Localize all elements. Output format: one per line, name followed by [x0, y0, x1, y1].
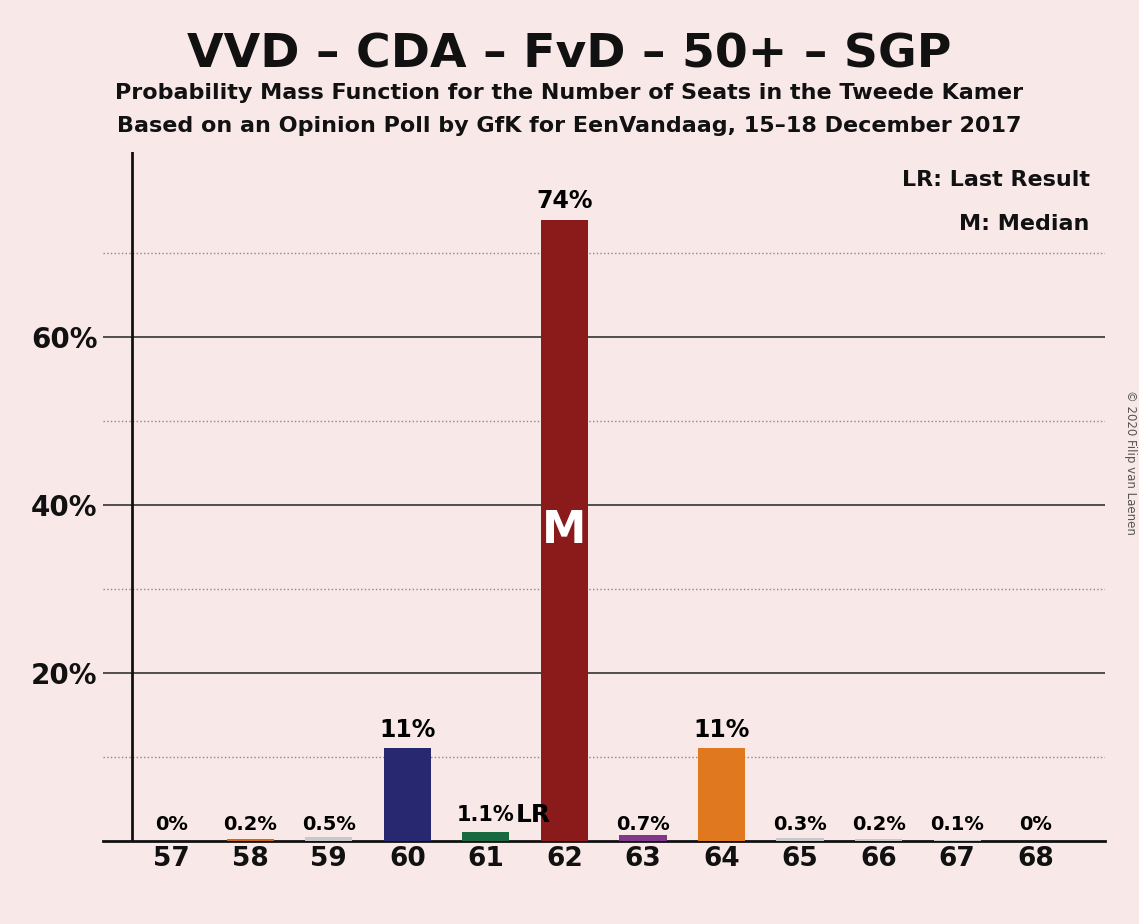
Text: 0%: 0%	[155, 815, 188, 834]
Text: 1.1%: 1.1%	[457, 805, 515, 825]
Text: 0%: 0%	[1019, 815, 1052, 834]
Bar	[855, 839, 902, 841]
Bar	[227, 839, 273, 841]
Text: 0.1%: 0.1%	[931, 815, 984, 834]
Text: 0.5%: 0.5%	[302, 815, 355, 834]
Text: Probability Mass Function for the Number of Seats in the Tweede Kamer: Probability Mass Function for the Number…	[115, 83, 1024, 103]
Bar	[698, 748, 745, 841]
Bar	[541, 220, 588, 841]
Bar	[620, 835, 666, 841]
Text: 0.7%: 0.7%	[616, 815, 670, 834]
Text: © 2020 Filip van Laenen: © 2020 Filip van Laenen	[1124, 390, 1137, 534]
Text: VVD – CDA – FvD – 50+ – SGP: VVD – CDA – FvD – 50+ – SGP	[187, 32, 952, 78]
Text: LR: LR	[516, 803, 551, 827]
Text: 74%: 74%	[536, 188, 592, 213]
Text: M: M	[542, 509, 587, 552]
Text: 0.3%: 0.3%	[773, 815, 827, 834]
Bar	[384, 748, 431, 841]
Text: Based on an Opinion Poll by GfK for EenVandaag, 15–18 December 2017: Based on an Opinion Poll by GfK for EenV…	[117, 116, 1022, 136]
Bar	[305, 836, 352, 841]
Text: 0.2%: 0.2%	[852, 815, 906, 834]
Text: 0.2%: 0.2%	[223, 815, 277, 834]
Bar	[777, 838, 823, 841]
Text: 11%: 11%	[694, 718, 749, 742]
Text: LR: Last Result: LR: Last Result	[902, 170, 1090, 189]
Text: 11%: 11%	[379, 718, 435, 742]
Text: M: Median: M: Median	[959, 214, 1090, 235]
Bar	[462, 832, 509, 841]
